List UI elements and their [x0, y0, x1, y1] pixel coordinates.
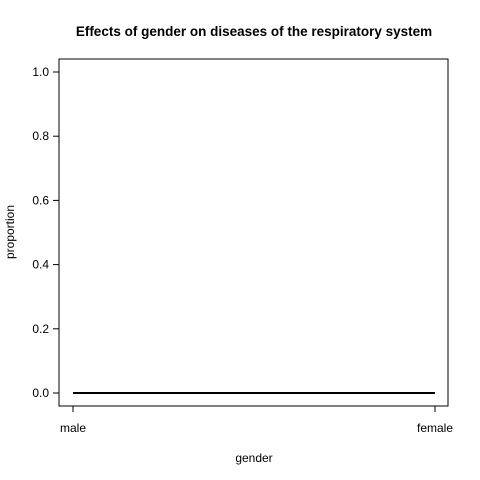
y-tick-label: 0.0 — [32, 386, 49, 400]
x-tick-label: male — [60, 421, 86, 435]
x-axis: male female — [60, 406, 453, 435]
y-tick-label: 0.8 — [32, 129, 49, 143]
y-tick-label: 0.2 — [32, 322, 49, 336]
y-axis-label: proportion — [3, 205, 17, 259]
x-tick-label: female — [417, 421, 453, 435]
y-tick-label: 0.4 — [32, 258, 49, 272]
x-axis-label: gender — [235, 451, 272, 465]
y-axis: 0.0 0.2 0.4 0.6 0.8 1.0 — [32, 65, 59, 400]
y-tick-label: 0.6 — [32, 193, 49, 207]
y-tick-label: 1.0 — [32, 65, 49, 79]
chart-title: Effects of gender on diseases of the res… — [76, 24, 432, 39]
plot-frame — [58, 58, 449, 407]
